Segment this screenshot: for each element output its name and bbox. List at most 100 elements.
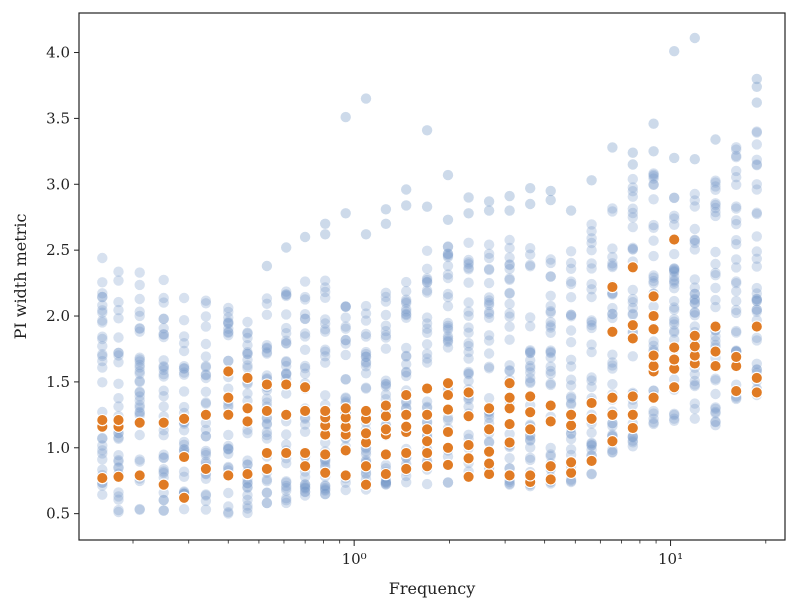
background-point: [545, 361, 556, 372]
background-point: [134, 293, 145, 305]
background-point: [689, 188, 700, 200]
background-point: [483, 436, 495, 447]
background-point: [281, 388, 292, 399]
background-point: [442, 324, 454, 335]
background-point: [565, 325, 577, 336]
background-point: [299, 368, 311, 379]
background-point: [401, 367, 412, 378]
background-point: [648, 118, 659, 129]
background-point: [299, 426, 311, 437]
background-point: [134, 395, 145, 406]
background-point: [669, 213, 680, 224]
highlight-point: [482, 445, 496, 458]
background-point: [669, 409, 680, 421]
background-point: [340, 338, 351, 349]
highlight-point: [379, 399, 393, 412]
background-point: [97, 252, 108, 264]
background-point: [710, 267, 721, 279]
background-point: [97, 307, 108, 318]
background-point: [113, 462, 124, 474]
background-point: [545, 368, 556, 380]
highlight-point: [157, 416, 170, 429]
background-point: [340, 335, 351, 346]
background-point: [281, 476, 292, 487]
background-point: [281, 477, 292, 488]
background-point: [134, 366, 145, 377]
background-point: [261, 419, 273, 430]
background-point: [483, 277, 495, 289]
background-point: [648, 301, 659, 312]
background-point: [483, 393, 495, 404]
background-point: [320, 390, 331, 401]
background-point: [565, 354, 577, 365]
background-point: [134, 391, 145, 402]
background-point: [607, 206, 618, 217]
background-point: [178, 439, 190, 450]
background-point: [504, 453, 515, 464]
background-point: [648, 173, 659, 184]
highlight-point: [668, 353, 681, 366]
background-point: [158, 391, 169, 402]
background-point: [380, 204, 392, 215]
background-point: [463, 192, 474, 203]
background-point: [483, 297, 495, 309]
background-point: [200, 489, 212, 500]
background-point: [299, 328, 311, 339]
highlight-point: [420, 460, 434, 473]
background-point: [710, 388, 721, 400]
highlight-point: [585, 396, 598, 410]
background-point: [545, 316, 556, 328]
background-point: [299, 313, 311, 324]
background-point: [380, 309, 392, 321]
background-point: [689, 307, 700, 318]
background-point: [483, 295, 495, 306]
background-point: [97, 340, 108, 352]
background-point: [261, 497, 273, 509]
background-point: [281, 356, 292, 367]
background-point: [710, 420, 721, 431]
background-point: [545, 320, 556, 331]
highlight-point: [503, 391, 516, 404]
background-point: [223, 508, 234, 519]
background-point: [223, 507, 234, 518]
background-point: [242, 455, 253, 466]
background-point: [751, 179, 762, 190]
background-point: [401, 296, 412, 307]
background-point: [401, 294, 412, 305]
background-point: [442, 248, 454, 260]
background-point: [360, 358, 372, 369]
background-point: [463, 208, 474, 219]
background-point: [627, 221, 638, 233]
background-point: [483, 263, 495, 275]
background-point: [97, 305, 108, 316]
background-point: [401, 184, 412, 195]
background-point: [113, 432, 124, 443]
background-point: [113, 378, 124, 389]
background-point: [586, 233, 597, 244]
y-tick-label: 4.0: [46, 44, 70, 62]
highlight-series: [96, 233, 763, 504]
background-point: [627, 441, 638, 452]
y-tick-label: 2.0: [46, 307, 70, 325]
background-point: [710, 301, 721, 313]
background-point: [731, 304, 742, 316]
highlight-point: [339, 469, 352, 482]
background-point: [689, 321, 700, 332]
highlight-point: [544, 415, 557, 428]
background-point: [607, 349, 618, 360]
background-point: [223, 327, 234, 338]
background-point: [97, 432, 108, 444]
axis-ticks: 0.5 1.0 1.5 2.0 2.5 3.0 3.5 4.0 10⁰ 10¹: [46, 44, 767, 568]
highlight-point: [647, 391, 660, 404]
background-point: [320, 286, 331, 298]
background-point: [731, 278, 742, 289]
highlight-point: [626, 421, 639, 435]
background-point: [158, 401, 169, 412]
background-point: [607, 447, 618, 458]
highlight-point: [400, 388, 413, 402]
background-point: [113, 433, 124, 444]
background-point: [463, 264, 474, 275]
background-point: [545, 379, 556, 391]
background-point: [483, 363, 495, 374]
background-point: [158, 329, 169, 340]
